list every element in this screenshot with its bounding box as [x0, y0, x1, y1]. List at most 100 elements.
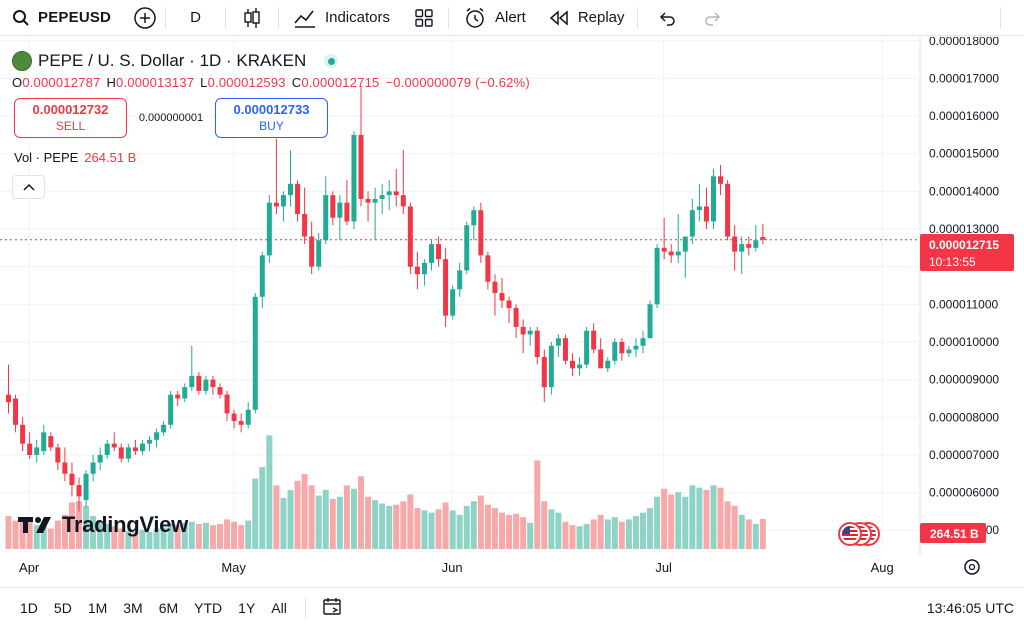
compare-button[interactable]	[121, 0, 165, 36]
candle-body	[570, 360, 575, 369]
candle-body	[34, 447, 40, 455]
candle	[548, 341, 554, 395]
candle	[372, 187, 378, 241]
candle	[661, 217, 667, 260]
time-tick-label: Jun	[442, 560, 463, 575]
volume-bar	[759, 518, 766, 549]
time-axis[interactable]: Apr May Jun Jul Aug	[19, 560, 894, 575]
candle	[555, 334, 561, 358]
volume-bar	[294, 480, 301, 549]
range-1m[interactable]: 1M	[87, 599, 108, 616]
range-all[interactable]: All	[271, 599, 287, 616]
volume-bar	[153, 528, 160, 549]
symbol-name: PEPEUSD	[38, 9, 112, 26]
volume-bar	[703, 489, 710, 549]
candle	[612, 338, 618, 365]
redo-button[interactable]	[690, 0, 736, 36]
goto-date-button[interactable]	[314, 596, 352, 619]
candle-body	[273, 202, 279, 207]
collapse-legend-button[interactable]	[12, 175, 45, 199]
market-status-icon[interactable]	[324, 54, 339, 68]
candle	[725, 180, 731, 241]
candle-body	[753, 240, 759, 248]
volume-bar	[407, 494, 414, 549]
candle-body	[464, 225, 470, 271]
candle-body	[280, 195, 286, 207]
candle	[196, 372, 202, 395]
volume-bar	[26, 521, 33, 549]
candle	[13, 394, 19, 433]
candle	[464, 221, 470, 275]
candle-body	[147, 439, 152, 444]
price-tick-label: 0.000013000	[929, 222, 999, 236]
range-5d[interactable]: 5D	[53, 599, 72, 616]
indicators-button[interactable]: Indicators	[279, 0, 400, 36]
buy-button[interactable]: 0.000012733 BUY	[215, 98, 328, 138]
toolbar-divider	[165, 6, 167, 29]
candle	[175, 390, 181, 406]
price-tick-label: 0.000016000	[929, 109, 999, 123]
low-key: L	[200, 75, 208, 90]
tradingview-logo[interactable]: TradingView	[18, 512, 188, 538]
candle	[69, 462, 75, 497]
timezone-settings-icon[interactable]	[964, 559, 980, 575]
time-tick-label: Jul	[655, 560, 672, 575]
alert-button[interactable]: Alert	[449, 0, 538, 36]
bottom-toolbar: 1D 5D 1M 3M 6M YTD 1Y All 13:46:05 UTC	[0, 587, 1024, 627]
candle-body	[675, 251, 681, 256]
indicators-label: Indicators	[324, 9, 390, 26]
volume-bar	[252, 478, 259, 549]
symbol-search[interactable]: PEPEUSD	[0, 0, 121, 36]
candle-body	[577, 364, 583, 369]
utc-clock[interactable]: 13:46:05 UTC	[926, 599, 1014, 616]
range-ytd[interactable]: YTD	[194, 599, 223, 616]
candle-body	[414, 266, 420, 275]
candle	[154, 428, 160, 448]
us-flag-icon[interactable]	[838, 522, 862, 546]
economic-events[interactable]	[836, 522, 886, 546]
undo-button[interactable]	[638, 0, 690, 36]
toolbar-divider	[447, 6, 449, 29]
candle-body	[55, 447, 61, 463]
candle-body	[443, 259, 449, 316]
volume-bar	[343, 485, 350, 549]
volume-bar	[491, 508, 498, 549]
volume-bar	[224, 519, 231, 549]
chart-type-button[interactable]	[226, 0, 278, 36]
candle-body	[506, 300, 512, 309]
range-3m[interactable]: 3M	[123, 599, 143, 616]
candle-body	[379, 195, 385, 199]
volume-bar	[125, 530, 132, 549]
candle-body	[139, 443, 145, 452]
range-1y[interactable]: 1Y	[238, 599, 256, 616]
replay-button[interactable]: Replay	[538, 0, 637, 36]
time-tick-label: Aug	[871, 560, 894, 575]
volume-legend-value: 264.51 B	[84, 150, 137, 165]
brand-name: TradingView	[62, 512, 188, 537]
toolbar-divider	[224, 6, 226, 29]
candle	[139, 439, 145, 455]
candle	[626, 345, 632, 358]
volume-bar	[329, 499, 336, 549]
candle-body	[450, 289, 456, 316]
candle-body	[62, 462, 68, 474]
sell-button[interactable]: 0.000012732 SELL	[14, 98, 127, 138]
range-1d[interactable]: 1D	[20, 599, 38, 616]
price-chart[interactable]: 0.000018000 0.000017000 0.000016000 0.00001…	[0, 37, 1024, 587]
interval-button[interactable]: D	[166, 0, 225, 36]
price-tick-label: 0.000006000	[929, 486, 999, 500]
volume-bar	[548, 509, 555, 549]
candle-body	[175, 394, 181, 399]
range-6m[interactable]: 6M	[158, 599, 179, 616]
templates-button[interactable]	[400, 0, 448, 36]
candle	[577, 357, 583, 376]
price-axis[interactable]: 0.000018000 0.000017000 0.000016000 0.00001…	[919, 37, 999, 557]
spread-value: 0.000000001	[138, 112, 204, 124]
candle-body	[703, 206, 709, 222]
candle	[689, 198, 695, 245]
volume-bar	[534, 460, 541, 549]
open-key: O	[12, 75, 23, 90]
candle-body	[661, 247, 667, 252]
volume-bar	[710, 485, 717, 549]
candle	[62, 447, 68, 482]
